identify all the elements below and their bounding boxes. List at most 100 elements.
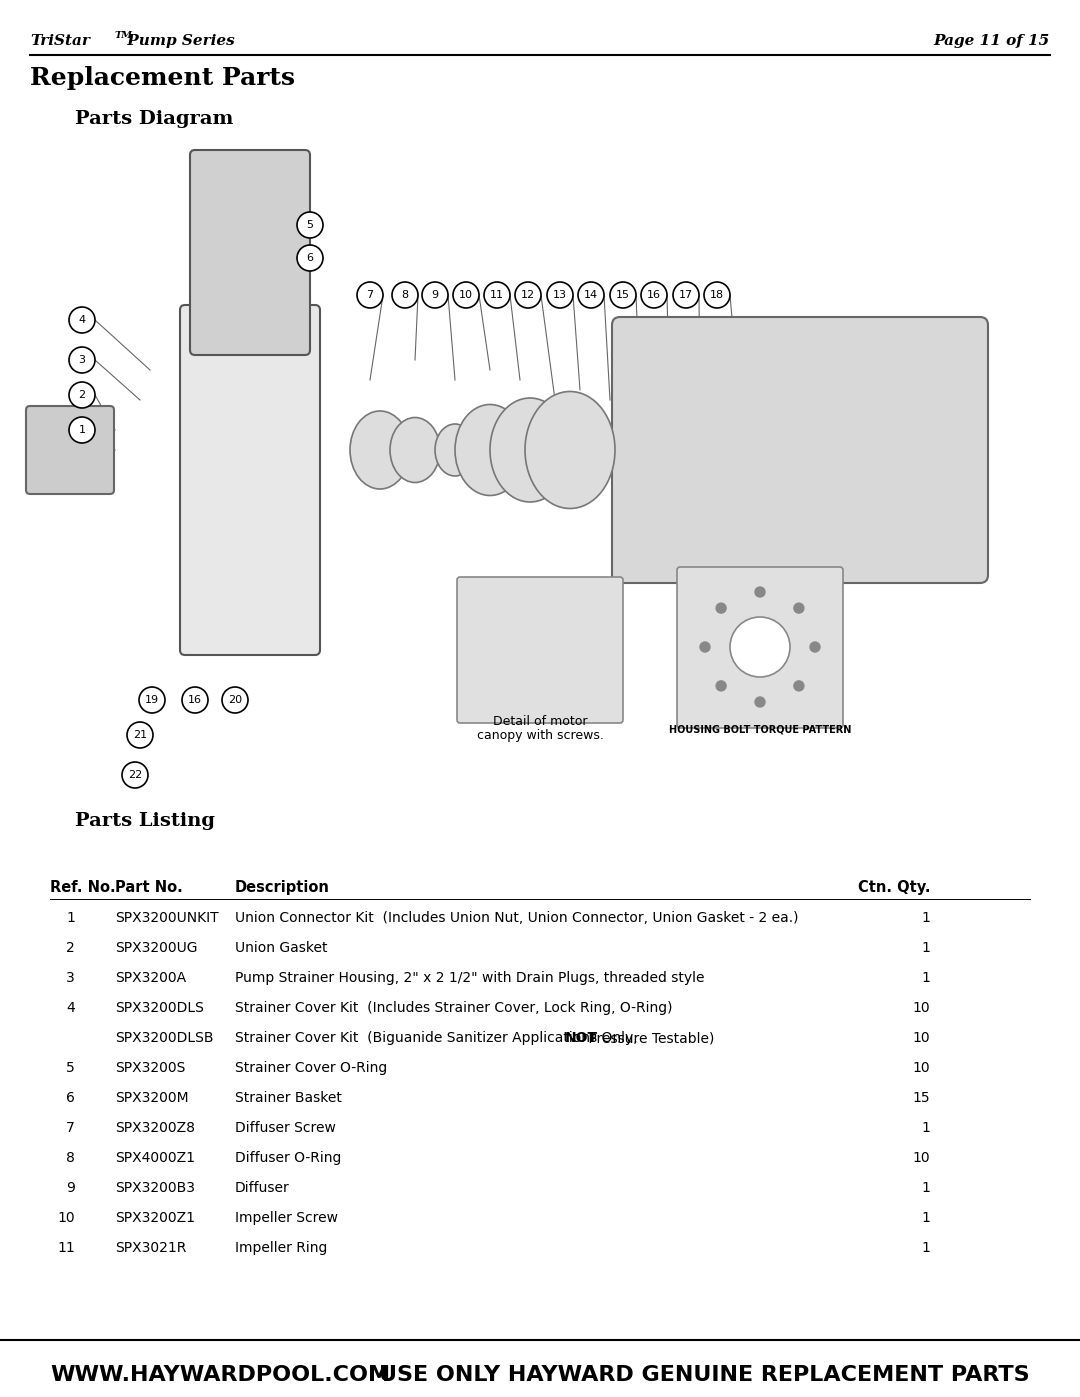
Text: Diffuser: Diffuser bbox=[235, 1180, 289, 1194]
Text: 15: 15 bbox=[913, 1091, 930, 1105]
Text: Union Connector Kit  (Includes Union Nut, Union Connector, Union Gasket - 2 ea.): Union Connector Kit (Includes Union Nut,… bbox=[235, 911, 798, 925]
Ellipse shape bbox=[350, 411, 410, 489]
Circle shape bbox=[69, 307, 95, 332]
Text: Parts Listing: Parts Listing bbox=[75, 812, 215, 830]
Circle shape bbox=[673, 282, 699, 307]
FancyBboxPatch shape bbox=[190, 149, 310, 355]
Text: 16: 16 bbox=[188, 694, 202, 705]
Ellipse shape bbox=[390, 418, 440, 482]
Circle shape bbox=[139, 687, 165, 712]
Circle shape bbox=[810, 643, 820, 652]
Circle shape bbox=[453, 282, 480, 307]
Text: Strainer Cover Kit  (Biguanide Sanitizer Applications Only;: Strainer Cover Kit (Biguanide Sanitizer … bbox=[235, 1031, 643, 1045]
Text: 9: 9 bbox=[66, 1180, 75, 1194]
Text: WWW.HAYWARDPOOL.COM: WWW.HAYWARDPOOL.COM bbox=[50, 1365, 390, 1384]
Text: canopy with screws.: canopy with screws. bbox=[476, 729, 604, 742]
Text: 6: 6 bbox=[66, 1091, 75, 1105]
Text: Detail of motor: Detail of motor bbox=[492, 715, 588, 728]
Circle shape bbox=[716, 680, 726, 692]
Text: 16: 16 bbox=[647, 291, 661, 300]
Circle shape bbox=[69, 381, 95, 408]
Circle shape bbox=[357, 282, 383, 307]
Text: SPX3200M: SPX3200M bbox=[114, 1091, 189, 1105]
Circle shape bbox=[297, 244, 323, 271]
Text: SPX3200B3: SPX3200B3 bbox=[114, 1180, 195, 1194]
Text: Replacement Parts: Replacement Parts bbox=[30, 66, 295, 89]
Circle shape bbox=[69, 346, 95, 373]
Circle shape bbox=[700, 643, 710, 652]
Ellipse shape bbox=[435, 425, 475, 476]
Text: 10: 10 bbox=[459, 291, 473, 300]
Text: 4: 4 bbox=[66, 1002, 75, 1016]
Text: Strainer Cover O-Ring: Strainer Cover O-Ring bbox=[235, 1060, 388, 1076]
Circle shape bbox=[69, 416, 95, 443]
Text: 9: 9 bbox=[431, 291, 438, 300]
Circle shape bbox=[794, 604, 804, 613]
Text: 1: 1 bbox=[921, 942, 930, 956]
Text: 21: 21 bbox=[133, 731, 147, 740]
Text: 1: 1 bbox=[66, 911, 75, 925]
Text: 1: 1 bbox=[79, 425, 85, 434]
Circle shape bbox=[716, 604, 726, 613]
Text: 19: 19 bbox=[145, 694, 159, 705]
Circle shape bbox=[755, 587, 765, 597]
Text: 1: 1 bbox=[921, 1241, 930, 1255]
Text: 12: 12 bbox=[521, 291, 535, 300]
Text: 10: 10 bbox=[57, 1211, 75, 1225]
Text: Pressure Testable): Pressure Testable) bbox=[584, 1031, 715, 1045]
Text: Strainer Cover Kit  (Includes Strainer Cover, Lock Ring, O-Ring): Strainer Cover Kit (Includes Strainer Co… bbox=[235, 1002, 673, 1016]
Circle shape bbox=[515, 282, 541, 307]
Text: HOUSING BOLT TORQUE PATTERN: HOUSING BOLT TORQUE PATTERN bbox=[669, 725, 851, 735]
Text: Page 11 of 15: Page 11 of 15 bbox=[934, 34, 1050, 47]
Text: 10: 10 bbox=[913, 1002, 930, 1016]
Circle shape bbox=[484, 282, 510, 307]
Text: 5: 5 bbox=[307, 219, 313, 231]
Text: 1: 1 bbox=[921, 1211, 930, 1225]
Circle shape bbox=[642, 282, 667, 307]
Text: 7: 7 bbox=[66, 1120, 75, 1134]
Ellipse shape bbox=[525, 391, 615, 509]
Circle shape bbox=[610, 282, 636, 307]
Text: 1: 1 bbox=[921, 911, 930, 925]
Text: Description: Description bbox=[235, 880, 329, 895]
Bar bbox=[0, 1330, 1080, 1397]
Text: Impeller Ring: Impeller Ring bbox=[235, 1241, 327, 1255]
Text: 3: 3 bbox=[66, 971, 75, 985]
Text: 15: 15 bbox=[616, 291, 630, 300]
FancyBboxPatch shape bbox=[677, 567, 843, 728]
Circle shape bbox=[297, 212, 323, 237]
Text: SPX3200A: SPX3200A bbox=[114, 971, 186, 985]
Text: 20: 20 bbox=[228, 694, 242, 705]
Circle shape bbox=[127, 722, 153, 747]
Text: NOT: NOT bbox=[565, 1031, 598, 1045]
Text: 17: 17 bbox=[679, 291, 693, 300]
Text: 2: 2 bbox=[79, 390, 85, 400]
Text: 7: 7 bbox=[366, 291, 374, 300]
Text: 8: 8 bbox=[66, 1151, 75, 1165]
Text: 8: 8 bbox=[402, 291, 408, 300]
Text: 4: 4 bbox=[79, 314, 85, 326]
Text: 1: 1 bbox=[921, 1120, 930, 1134]
Text: 11: 11 bbox=[490, 291, 504, 300]
Text: SPX3021R: SPX3021R bbox=[114, 1241, 187, 1255]
Text: 18: 18 bbox=[710, 291, 724, 300]
Text: 10: 10 bbox=[913, 1031, 930, 1045]
Circle shape bbox=[755, 697, 765, 707]
Text: 10: 10 bbox=[913, 1060, 930, 1076]
Text: Pump Series: Pump Series bbox=[122, 34, 234, 47]
Text: 14: 14 bbox=[584, 291, 598, 300]
Text: Part No.: Part No. bbox=[114, 880, 183, 895]
Circle shape bbox=[546, 282, 573, 307]
Text: Union Gasket: Union Gasket bbox=[235, 942, 327, 956]
Text: Ref. No.: Ref. No. bbox=[50, 880, 116, 895]
Text: USE ONLY HAYWARD GENUINE REPLACEMENT PARTS: USE ONLY HAYWARD GENUINE REPLACEMENT PAR… bbox=[379, 1365, 1030, 1384]
Circle shape bbox=[122, 761, 148, 788]
Text: 5: 5 bbox=[66, 1060, 75, 1076]
Text: 1: 1 bbox=[921, 971, 930, 985]
Text: 3: 3 bbox=[79, 355, 85, 365]
FancyBboxPatch shape bbox=[612, 317, 988, 583]
Text: SPX4000Z1: SPX4000Z1 bbox=[114, 1151, 195, 1165]
FancyBboxPatch shape bbox=[26, 407, 114, 495]
Text: Diffuser Screw: Diffuser Screw bbox=[235, 1120, 336, 1134]
Text: TriStar: TriStar bbox=[30, 34, 90, 47]
